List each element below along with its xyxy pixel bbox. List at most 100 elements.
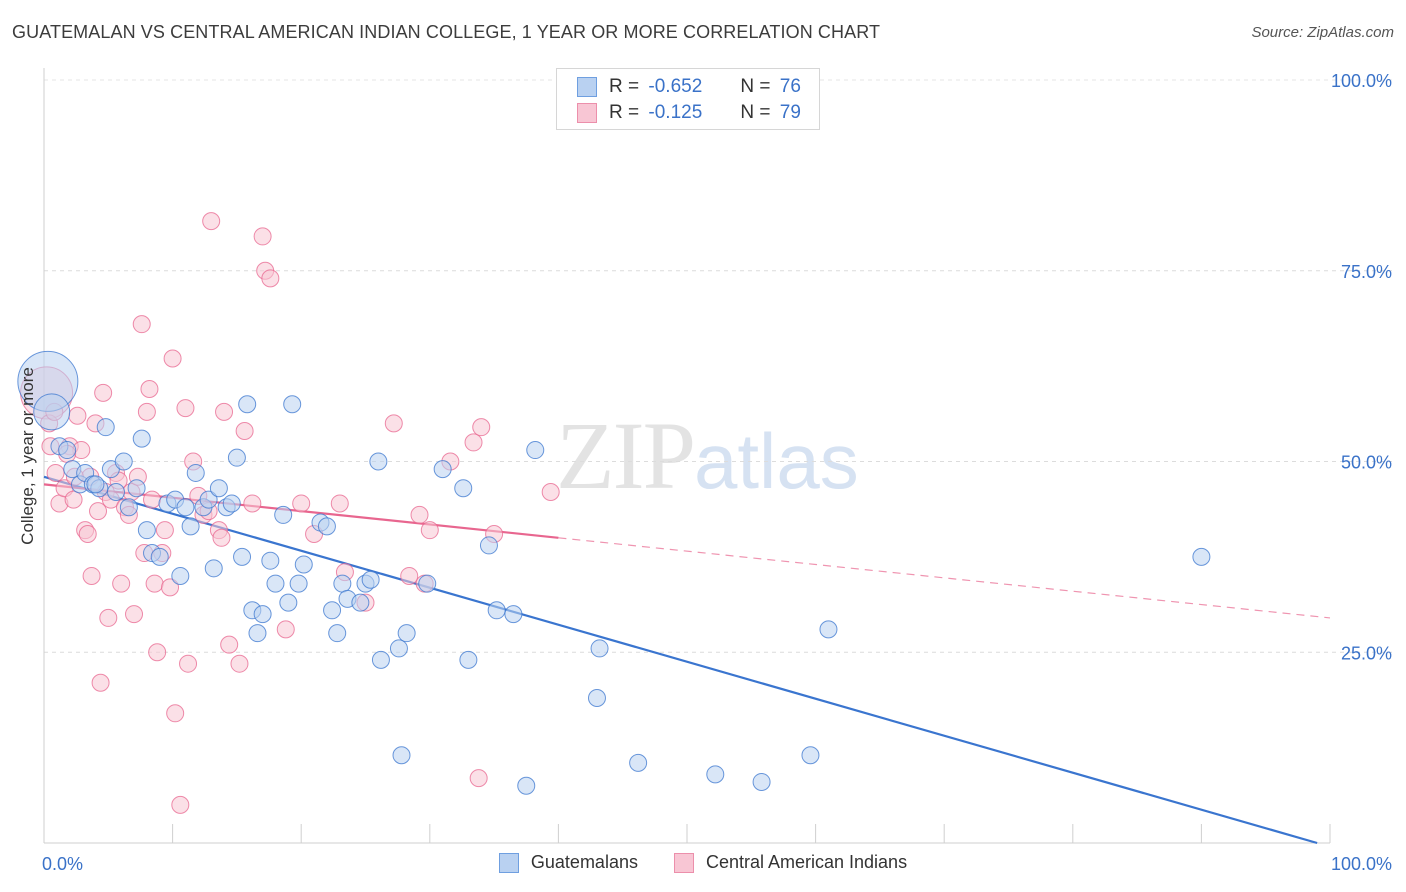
cai-point — [132, 315, 151, 334]
y-tick-label: 75.0% — [1341, 262, 1392, 282]
cai-point — [220, 635, 239, 654]
legend-item-cai[interactable]: Central American Indians — [673, 852, 908, 873]
guatemalan-point — [150, 547, 169, 566]
cai-point — [82, 566, 101, 585]
y-tick-label: 50.0% — [1341, 453, 1392, 473]
legend-label-cai: Central American Indians — [705, 852, 908, 872]
correlation-legend: R = -0.652 N = 76 R = -0.125 N = 79 — [556, 68, 820, 130]
legend-swatch-cai — [577, 103, 597, 123]
gridlines — [44, 79, 1392, 653]
guatemalan-point — [253, 605, 272, 624]
guatemalan-point — [132, 429, 151, 448]
chart-title: GUATEMALAN VS CENTRAL AMERICAN INDIAN CO… — [12, 22, 881, 42]
cai-point — [179, 654, 198, 673]
legend-row-cai: R = -0.125 N = 79 — [577, 100, 801, 126]
guatemalan-point — [752, 772, 771, 791]
guatemalan-point — [517, 776, 536, 795]
cai-point — [94, 383, 113, 402]
guatemalan-point — [801, 746, 820, 765]
guatemalan-point — [238, 395, 257, 414]
cai-point — [292, 494, 311, 513]
guatemalan-point — [526, 441, 545, 460]
cai-point — [125, 605, 144, 624]
legend-n-value: 76 — [779, 76, 801, 97]
cai-point — [253, 227, 272, 246]
guatemalan-point — [114, 452, 133, 471]
guatemalan-point — [294, 555, 313, 574]
guatemalan-point — [107, 483, 126, 502]
guatemalan-point — [274, 505, 293, 524]
tick-labels: 25.0% 50.0% 75.0% 100.0% 0.0% 100.0% — [42, 71, 1392, 874]
cai-point — [261, 269, 280, 288]
guatemalan-point — [328, 624, 347, 643]
guatemalan-point — [127, 479, 146, 498]
cai-point — [215, 402, 234, 421]
guatemalan-point — [418, 574, 437, 593]
trendline-guatemalans — [43, 475, 1318, 845]
guatemalan-point — [1192, 547, 1211, 566]
cai-point — [541, 483, 560, 502]
cai-point — [64, 490, 83, 509]
guatemalan-point — [706, 765, 725, 784]
guatemalan-point — [181, 517, 200, 536]
cai-point — [330, 494, 349, 513]
guatemalan-point — [222, 494, 241, 513]
cai-point — [202, 212, 221, 231]
legend-n-label: N = — [740, 76, 771, 97]
guatemalan-point — [283, 395, 302, 414]
guatemalan-point — [33, 393, 71, 431]
guatemalan-point — [371, 650, 390, 669]
cai-point — [68, 406, 87, 425]
guatemalan-point — [590, 639, 609, 658]
legend-label-guatemalans: Guatemalans — [530, 852, 638, 872]
cai-point — [163, 349, 182, 368]
cai-point — [78, 524, 97, 543]
guatemalan-point — [227, 448, 246, 467]
cai-point — [243, 494, 262, 513]
guatemalan-point — [351, 593, 370, 612]
guatemalan-point — [248, 624, 267, 643]
cai-point — [166, 704, 185, 723]
cai-point — [171, 795, 190, 814]
x-tick-label-min: 0.0% — [42, 854, 83, 874]
axes — [43, 68, 1331, 844]
legend-item-guatemalans[interactable]: Guatemalans — [498, 852, 638, 873]
cai-point — [91, 673, 110, 692]
guatemalan-point — [323, 601, 342, 620]
guatemalan-point — [389, 639, 408, 658]
legend-swatch-cai — [673, 852, 694, 873]
cai-point — [46, 463, 65, 482]
guatemalan-point — [433, 460, 452, 479]
guatemalan-point — [58, 441, 77, 460]
y-tick-label: 100.0% — [1331, 71, 1392, 91]
cai-point — [410, 505, 429, 524]
guatemalan-point — [176, 498, 195, 517]
guatemalan-point — [233, 547, 252, 566]
cai-point — [145, 574, 164, 593]
x-tick-label-max: 100.0% — [1331, 854, 1392, 874]
guatemalan-point — [361, 570, 380, 589]
guatemalan-point — [289, 574, 308, 593]
data-points — [17, 212, 1211, 814]
y-tick-label: 25.0% — [1341, 643, 1392, 663]
guatemalan-point — [397, 624, 416, 643]
legend-swatch-guatemalans — [577, 77, 597, 97]
guatemalan-point — [629, 753, 648, 772]
legend-r-label: R = — [609, 102, 640, 123]
legend-row-guatemalans: R = -0.652 N = 76 — [577, 74, 801, 100]
guatemalan-point — [261, 551, 280, 570]
guatemalan-point — [171, 566, 190, 585]
guatemalan-point — [333, 574, 352, 593]
cai-point — [472, 418, 491, 437]
cai-point — [276, 620, 295, 639]
guatemalan-point — [96, 418, 115, 437]
guatemalan-point — [369, 452, 388, 471]
cai-point — [420, 521, 439, 540]
guatemalan-point — [479, 536, 498, 555]
guatemalan-point — [137, 521, 156, 540]
guatemalan-point — [459, 650, 478, 669]
cai-point — [230, 654, 249, 673]
guatemalan-point — [199, 490, 218, 509]
legend-n-label: N = — [740, 102, 771, 123]
